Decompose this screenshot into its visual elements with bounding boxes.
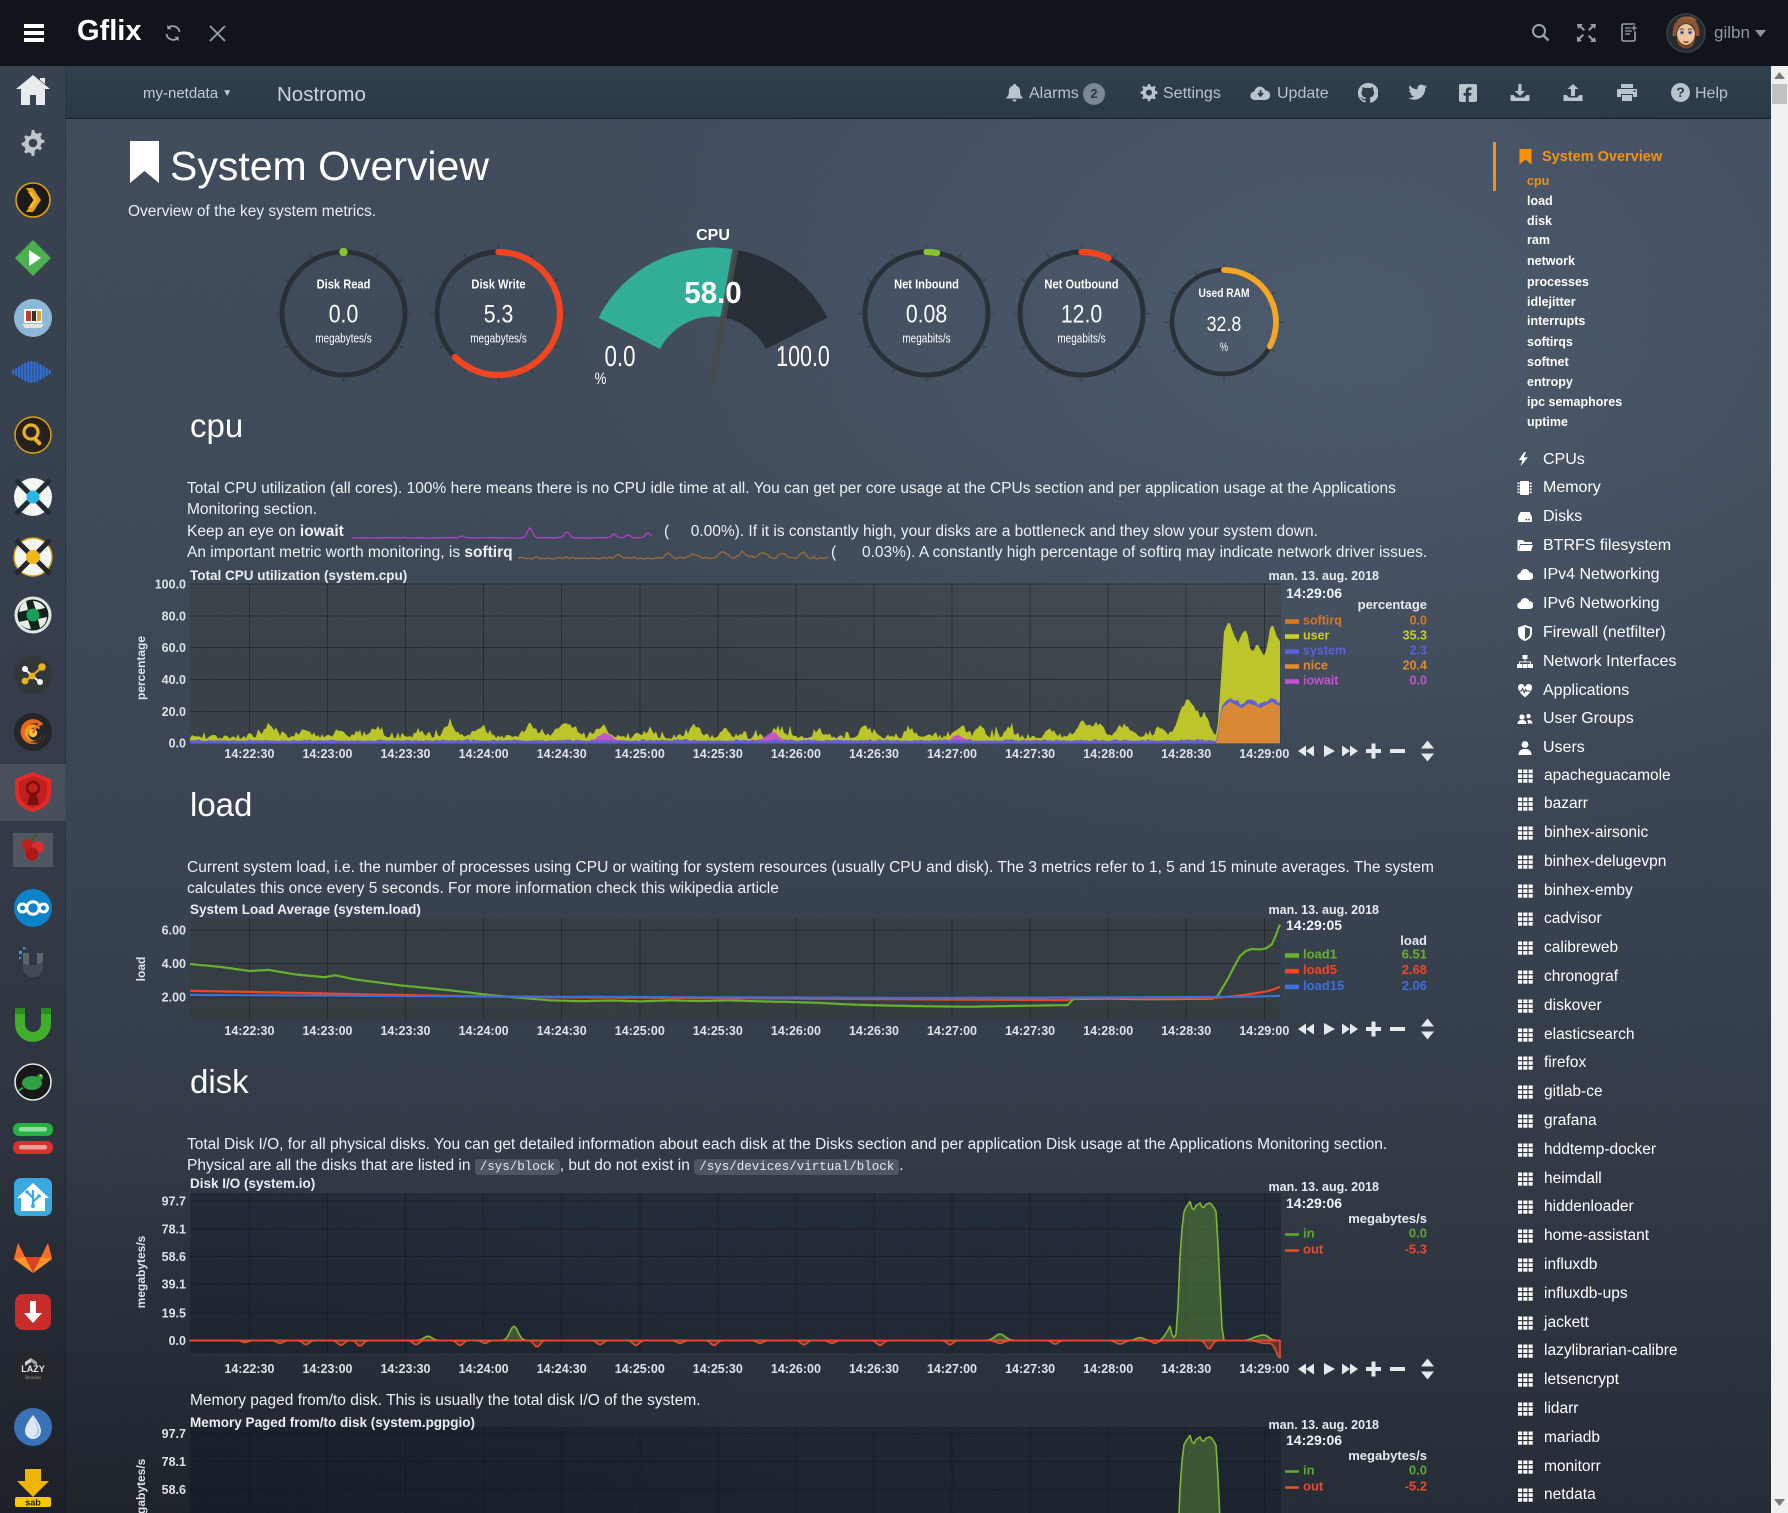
- svg-text:sab: sab: [25, 1498, 41, 1508]
- svg-text:librarian: librarian: [25, 1375, 42, 1380]
- svg-text:LAZY: LAZY: [21, 1364, 45, 1374]
